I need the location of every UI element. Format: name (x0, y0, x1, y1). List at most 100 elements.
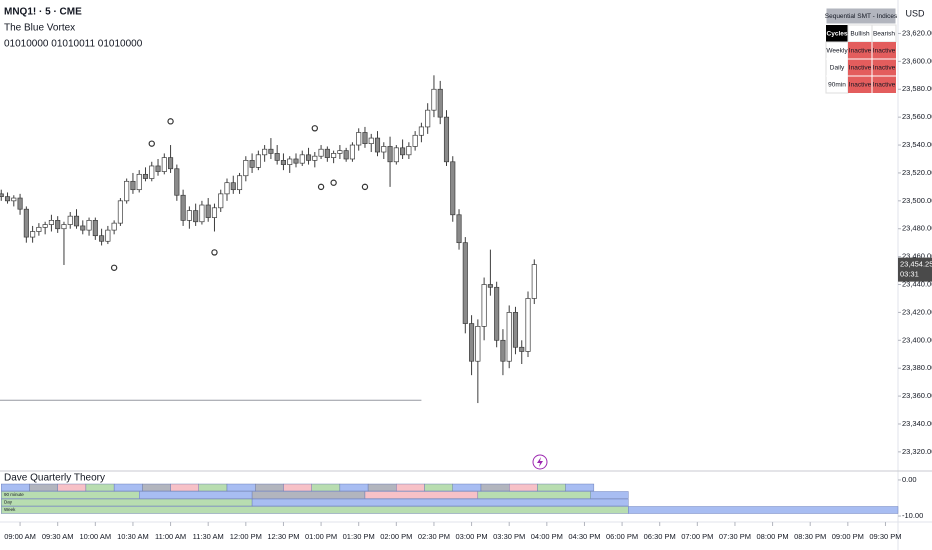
quarter-segment (170, 483, 199, 492)
y-tick-label: 23,480.00 (902, 224, 932, 233)
marker (110, 264, 118, 271)
candle-body (299, 154, 305, 164)
quarter-segment (537, 483, 566, 492)
candle-body (387, 146, 393, 163)
candle-body (406, 146, 412, 156)
candle-body (0, 193, 4, 197)
table-cell-text: Cycles (827, 31, 848, 38)
x-tick-label: 03:00 PM (456, 532, 488, 541)
table-cell-text: Bullish (850, 31, 870, 38)
candle-body (262, 148, 268, 156)
indicator-tick-label: 0.00 (902, 475, 917, 484)
quarter-segment (364, 491, 479, 499)
candle-body (199, 204, 205, 223)
candle-body (274, 153, 280, 161)
quarter-row-label: 90 minute (4, 492, 24, 497)
y-tick-label: 23,340.00 (902, 419, 932, 428)
x-tick-label: 07:00 PM (681, 532, 713, 541)
quarter-segment (139, 491, 253, 499)
quarter-row-label: Week (4, 507, 16, 512)
quarter-segment (251, 491, 366, 499)
indicator-title: Dave Quarterly Theory (4, 473, 105, 484)
candle-body (155, 165, 161, 172)
quarter-segment (1, 498, 253, 507)
candle-body (481, 284, 487, 327)
x-tick-label: 01:30 PM (343, 532, 375, 541)
quarter-segment (452, 483, 482, 492)
candle-body (525, 298, 531, 352)
quarter-segment (590, 491, 629, 499)
x-tick-label: 11:00 AM (155, 532, 186, 541)
candle-body (469, 323, 475, 362)
table-cell-text: Daily (830, 65, 845, 72)
y-tick-label: 23,460.00 (902, 252, 932, 261)
indicator-tick-label: -10.00 (902, 511, 923, 520)
quarter-segment (113, 483, 143, 492)
quarter-segment (628, 506, 899, 514)
candle-body (337, 150, 343, 154)
x-tick-label: 01:00 PM (305, 532, 337, 541)
table-cell-text: Bearish (873, 31, 895, 38)
quarter-segment (255, 483, 284, 492)
candle-body (368, 137, 374, 144)
y-tick-label: 23,320.00 (902, 447, 932, 456)
currency: USD (905, 8, 925, 18)
candle-body (393, 147, 399, 163)
x-tick-label: 12:30 PM (267, 532, 299, 541)
x-tick-label: 07:30 PM (719, 532, 751, 541)
x-tick-label: 04:00 PM (531, 532, 563, 541)
quarter-segment (565, 483, 595, 492)
candle-body (450, 161, 456, 216)
candle-body (349, 144, 355, 160)
alert-bolt (537, 457, 543, 467)
marker (211, 249, 218, 256)
y-tick-label: 23,540.00 (902, 140, 932, 149)
candle-body (218, 193, 224, 209)
candle-body (186, 210, 192, 221)
candle-body (30, 231, 36, 238)
table-cell-text: Inactive (849, 65, 872, 72)
candle-body (161, 157, 167, 172)
candle-body (462, 242, 468, 324)
candle-body (412, 134, 418, 147)
y-tick-label: 23,500.00 (902, 196, 932, 205)
table-cell-text: Inactive (849, 48, 872, 55)
candle-body (287, 158, 293, 165)
quarter-segment (509, 483, 538, 492)
candle-body (343, 150, 349, 160)
marker (167, 118, 174, 125)
candle-body (243, 160, 249, 177)
quarter-segment (339, 483, 369, 492)
quarter-segment (367, 483, 397, 492)
candle-body (73, 215, 80, 227)
x-tick-label: 08:00 PM (757, 532, 789, 541)
x-tick-label: 06:30 PM (644, 532, 676, 541)
candle-body (418, 126, 424, 136)
candle-body (11, 197, 17, 202)
quarter-segment (57, 483, 87, 492)
candle-body (67, 215, 73, 225)
marker (311, 125, 319, 132)
candle-body (111, 222, 117, 231)
candle-body (193, 210, 199, 223)
candle-body (42, 224, 48, 228)
candle-body (456, 214, 462, 244)
table-cell-text: Weekly (826, 48, 848, 55)
countdown: 03:31 (900, 270, 919, 279)
quarter-segment (311, 483, 341, 492)
quarter-segment (480, 483, 510, 492)
candle-body (531, 264, 537, 299)
x-tick-label: 02:00 PM (380, 532, 412, 541)
quarter-row-label: Day (4, 500, 13, 505)
x-tick-label: 09:30 AM (42, 532, 74, 541)
quarter-segment (29, 483, 58, 492)
y-tick-label: 23,600.00 (902, 56, 932, 65)
candle-body (224, 182, 230, 195)
quarter-segment (85, 483, 115, 492)
candle-body (249, 160, 255, 168)
x-tick-label: 12:00 PM (230, 532, 262, 541)
marker (330, 179, 337, 186)
candle-body (92, 220, 98, 237)
candle-body (136, 173, 142, 191)
candle-body (168, 157, 174, 170)
